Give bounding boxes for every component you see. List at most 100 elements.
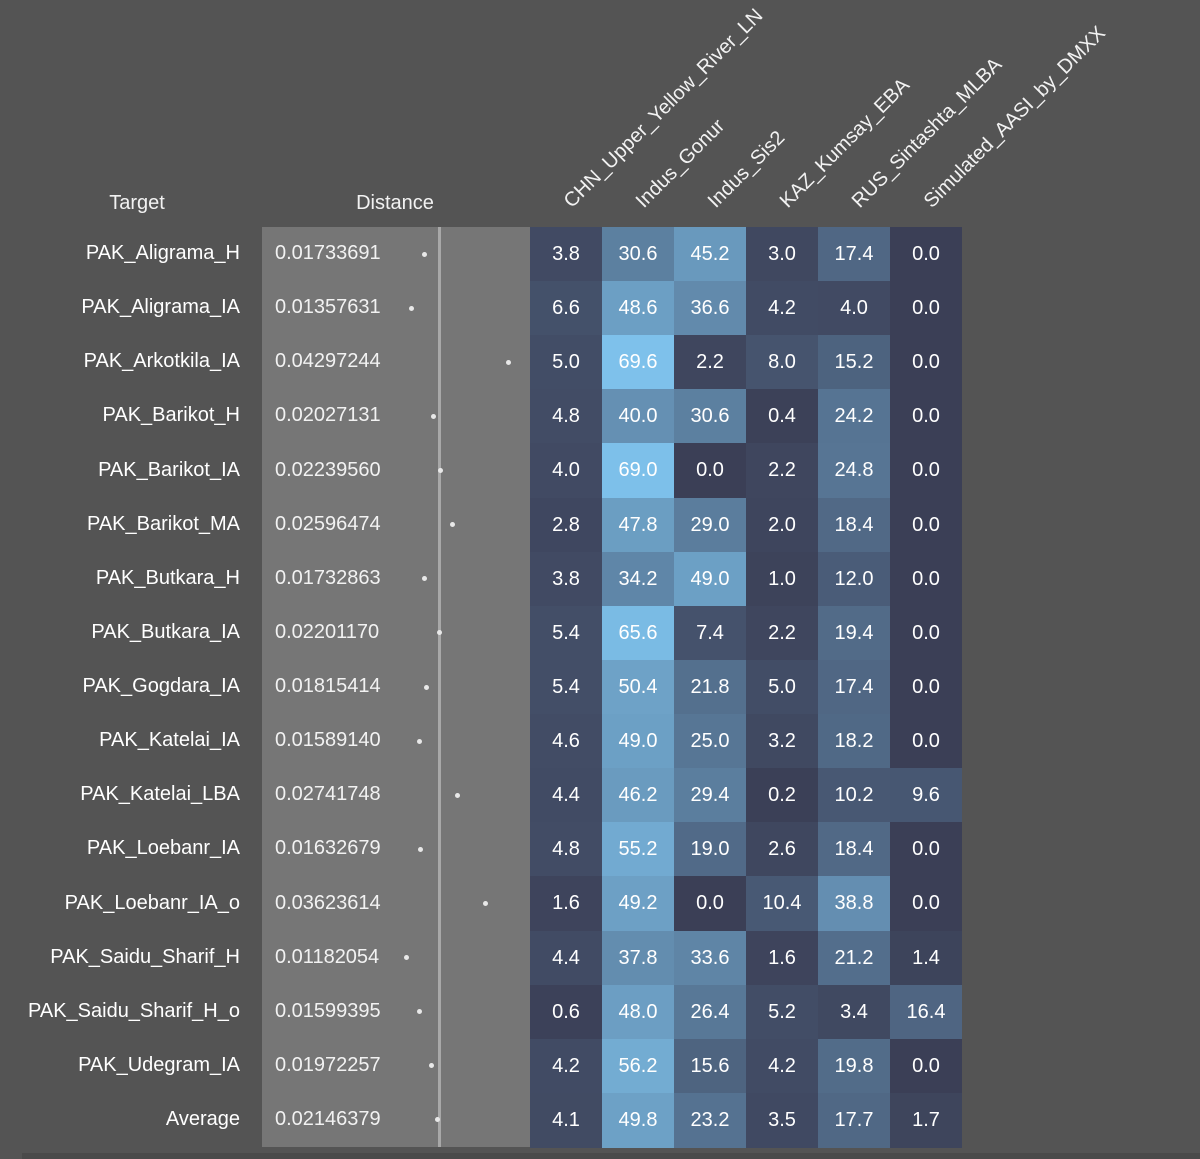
heatmap-cell: 0.4 <box>746 389 818 445</box>
row-label: PAK_Saidu_Sharif_H_o <box>28 999 240 1022</box>
heatmap-cell: 7.4 <box>674 605 746 661</box>
heatmap-cell: 34.2 <box>602 551 674 607</box>
distance-dot <box>483 901 489 906</box>
heatmap-cell: 5.0 <box>530 335 602 391</box>
heatmap-cell: 1.6 <box>746 930 818 986</box>
heatmap-cell: 49.2 <box>602 876 674 932</box>
heatmap-cell: 65.6 <box>602 605 674 661</box>
distance-column-header: Distance <box>356 192 434 214</box>
row-label: PAK_Barikot_IA <box>98 458 240 481</box>
heatmap-cell: 56.2 <box>602 1038 674 1094</box>
heatmap-cell: 4.0 <box>530 443 602 499</box>
distance-dot <box>454 792 460 798</box>
heatmap-cell: 1.4 <box>890 930 962 986</box>
heatmap-cell: 47.8 <box>602 497 674 553</box>
distance-dot <box>421 251 427 257</box>
heatmap-cell: 0.0 <box>890 389 962 445</box>
heatmap-cell: 1.7 <box>890 1092 962 1148</box>
heatmap-cell: 48.0 <box>602 984 674 1040</box>
heatmap-cell: 49.8 <box>602 1092 674 1148</box>
distance-value: 0.01182054 <box>275 945 380 968</box>
heatmap-cell: 0.0 <box>890 822 962 878</box>
heatmap-cell: 30.6 <box>674 389 746 445</box>
heatmap-cell: 15.6 <box>674 1038 746 1094</box>
heatmap-cell: 0.0 <box>890 335 962 391</box>
distance-value: 0.01972257 <box>275 1053 381 1076</box>
heatmap-cell: 19.8 <box>818 1038 890 1094</box>
row-label: PAK_Aligrama_H <box>85 242 240 265</box>
heatmap-cell: 46.2 <box>602 768 674 824</box>
heatmap-cell: 23.2 <box>674 1092 746 1148</box>
heatmap-cell: 2.2 <box>674 335 746 391</box>
heatmap-cell: 29.4 <box>674 768 746 824</box>
heatmap-cell: 4.8 <box>530 822 602 878</box>
distance-dot <box>438 468 444 474</box>
distance-dot <box>431 413 437 419</box>
heatmap-cell: 0.0 <box>890 281 962 337</box>
heatmap-cell: 0.0 <box>674 443 746 499</box>
heatmap-cell: 0.0 <box>674 876 746 932</box>
row-label: PAK_Loebanr_IA <box>86 837 240 860</box>
distance-value: 0.02239560 <box>275 458 381 481</box>
heatmap-cell: 0.0 <box>890 659 962 715</box>
heatmap-cell: 36.6 <box>674 281 746 337</box>
row-label: PAK_Udegram_IA <box>78 1053 240 1076</box>
heatmap-cell: 17.4 <box>818 659 890 715</box>
heatmap-cell: 4.4 <box>530 930 602 986</box>
distance-dot <box>424 684 430 690</box>
heatmap-cell: 0.0 <box>890 227 962 282</box>
heatmap-cell: 4.6 <box>530 714 602 770</box>
heatmap-cell: 5.2 <box>746 984 818 1040</box>
distance-value: 0.01733691 <box>275 242 381 265</box>
heatmap-cell: 29.0 <box>674 497 746 553</box>
heatmap-cell: 0.0 <box>890 1038 962 1094</box>
heatmap-cell: 0.0 <box>890 605 962 661</box>
row-label: PAK_Katelai_LBA <box>80 783 240 806</box>
distance-dot <box>435 1117 441 1123</box>
heatmap-cell: 0.0 <box>890 876 962 932</box>
heatmap-cell: 37.8 <box>602 930 674 986</box>
heatmap-cell: 33.6 <box>674 930 746 986</box>
heatmap-cell: 0.0 <box>890 443 962 499</box>
heatmap-cell: 24.8 <box>818 443 890 499</box>
heatmap-cell: 12.0 <box>818 551 890 607</box>
heatmap-cell: 4.2 <box>746 1038 818 1094</box>
distance-value: 0.03623614 <box>275 891 381 914</box>
heatmap-cell: 5.4 <box>530 605 602 661</box>
heatmap-cell: 49.0 <box>602 714 674 770</box>
distance-axis-line <box>438 227 441 1147</box>
heatmap-cell: 69.6 <box>602 335 674 391</box>
heatmap-cell: 69.0 <box>602 443 674 499</box>
heatmap-cell: 3.2 <box>746 714 818 770</box>
heatmap-cell: 4.8 <box>530 389 602 445</box>
heatmap-cell: 21.8 <box>674 659 746 715</box>
heatmap-cell: 3.8 <box>530 551 602 607</box>
row-label: PAK_Barikot_MA <box>86 512 240 535</box>
distance-value: 0.02027131 <box>275 404 381 427</box>
heatmap-cell: 3.5 <box>746 1092 818 1148</box>
row-label: PAK_Barikot_H <box>102 404 240 427</box>
distance-value: 0.02146379 <box>275 1107 381 1130</box>
heatmap-cell: 2.2 <box>746 605 818 661</box>
row-label: PAK_Butkara_IA <box>91 620 240 643</box>
heatmap-cell: 26.4 <box>674 984 746 1040</box>
heatmap-cell: 19.0 <box>674 822 746 878</box>
heatmap-cell: 50.4 <box>602 659 674 715</box>
heatmap-cell: 4.2 <box>530 1038 602 1094</box>
heatmap-cell: 49.0 <box>674 551 746 607</box>
distance-dot <box>416 738 422 744</box>
distance-value: 0.01357631 <box>275 296 381 319</box>
heatmap-cell: 19.4 <box>818 605 890 661</box>
row-label: PAK_Aligrama_IA <box>81 296 240 319</box>
heatmap-cell: 21.2 <box>818 930 890 986</box>
heatmap-cell: 25.0 <box>674 714 746 770</box>
distance-value: 0.01732863 <box>275 566 381 589</box>
heatmap-cell: 0.0 <box>890 551 962 607</box>
heatmap-cell: 15.2 <box>818 335 890 391</box>
heatmap-cell: 3.4 <box>818 984 890 1040</box>
distance-value: 0.01632679 <box>275 837 381 860</box>
heatmap-cell: 5.4 <box>530 659 602 715</box>
row-label: PAK_Loebanr_IA_o <box>64 891 240 914</box>
heatmap-cell: 0.0 <box>890 714 962 770</box>
